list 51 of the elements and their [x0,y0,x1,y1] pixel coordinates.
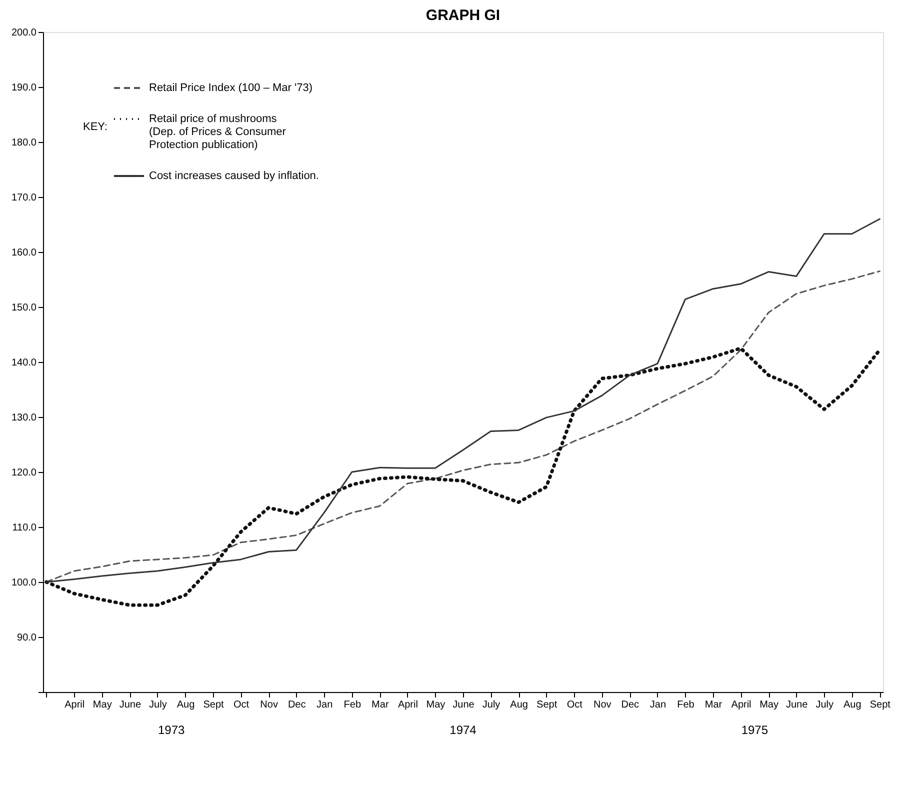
x-tick-label: Mar [372,700,390,710]
line-series [44,346,882,607]
legend-label: Retail Price Index (100 – Mar '73) [149,82,313,94]
y-tick-label: 160.0 [11,248,37,258]
x-tick-label: April [398,700,418,710]
text: 1975 [741,723,768,737]
legend-label: Cost increases caused by inflation. [149,170,319,182]
x-tick-label: July [816,700,834,710]
x-tick-label: June [786,700,808,710]
x-tick-label: June [452,700,475,710]
x-tick-label: Dec [621,700,640,710]
x-tick-label: Nov [593,700,612,710]
x-tick-label: Jan [316,700,333,710]
x-tick-label: Dec [288,700,306,710]
text: 1974 [450,723,477,737]
x-tick-label: Mar [704,700,723,710]
x-tick-label: Sept [203,700,224,710]
x-tick-label: Aug [176,700,195,710]
x-tick-label: Feb [344,700,362,710]
x-tick-label: May [760,700,779,710]
x-tick-label: Oct [566,700,583,710]
y-tick-label: 140.0 [11,358,37,368]
x-tick-label: May [426,700,446,710]
legend-label: Retail price of mushrooms (Dep. of Prices & Consumer Protection publication) [149,113,286,151]
x-tick-label: Aug [510,700,528,710]
x-tick-label: Sept [536,700,558,710]
y-tick-label: 110.0 [12,522,37,534]
x-tick-label: July [482,700,500,710]
y-tick-label: 130.0 [11,412,37,424]
text: 1973 [158,723,186,737]
y-tick-label: 180.0 [11,138,37,148]
y-tick-label: 150.0 [11,302,37,314]
y-tick-label: 100.0 [11,578,37,588]
y-tick-label: 200.0 [11,28,37,38]
x-tick-label: May [92,700,112,710]
x-tick-label: Jan [650,700,666,710]
x-tick-label: July [149,700,167,710]
legend-title: KEY: [83,121,108,133]
x-tick-label: April [731,700,752,710]
chart-title: GRAPH GI [426,7,500,24]
x-tick-label: April [64,700,85,710]
x-tick-label: June [119,700,142,710]
x-tick-label: Feb [677,700,695,710]
y-tick-label: 170.0 [11,192,37,204]
x-tick-label: Oct [233,700,250,710]
x-tick-label: Aug [843,700,862,710]
y-tick-label: 90.0 [17,632,37,644]
x-tick-label: Nov [260,700,278,710]
x-tick-label: Sept [870,700,891,710]
y-tick-label: 120.0 [11,468,37,478]
y-tick-label: 190.0 [11,82,37,94]
